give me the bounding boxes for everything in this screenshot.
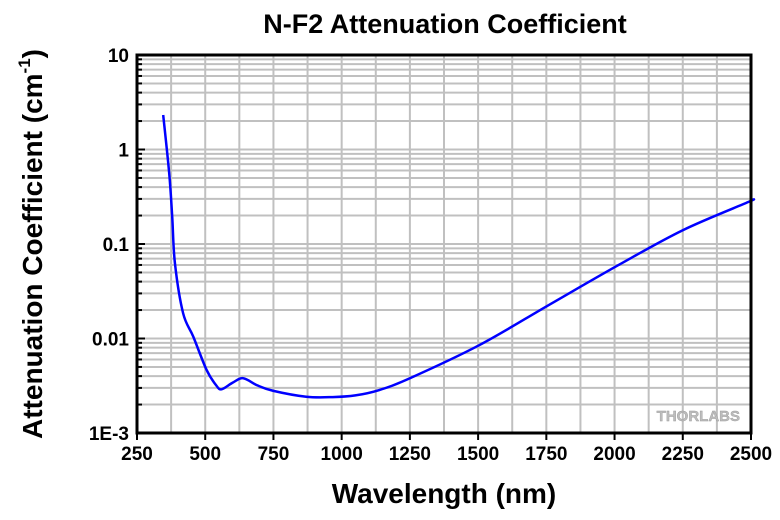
x-tick-label: 750 (258, 444, 290, 465)
x-tick-label: 1000 (321, 444, 363, 465)
y-axis-label-sup: -1 (15, 58, 34, 73)
chart-title: N-F2 Attenuation Coefficient (263, 9, 627, 39)
x-tick-label: 1250 (389, 444, 431, 465)
y-axis-label: Attenuation Coefficient (cm-1) (15, 49, 48, 439)
x-tick-label: 2500 (730, 444, 772, 465)
y-tick-label: 10 (108, 46, 129, 67)
x-axis-label: Wavelength (nm) (332, 478, 557, 509)
x-tick-label: 2250 (662, 444, 704, 465)
x-tick-label: 1500 (457, 444, 499, 465)
x-tick-label: 250 (121, 444, 153, 465)
y-tick-label: 0.1 (103, 235, 130, 256)
y-axis: 10 1 0.1 0.01 1E-3 (89, 46, 145, 445)
y-tick-label: 1 (118, 141, 129, 162)
svg-text:THORLABS: THORLABS (657, 408, 740, 425)
grid (137, 55, 751, 433)
watermark-logo: THORLABS (656, 408, 740, 425)
x-tick-label: 1750 (525, 444, 567, 465)
x-tick-label: 2000 (593, 444, 635, 465)
y-axis-label-main: Attenuation Coefficient (cm (17, 73, 48, 439)
x-axis: 250 500 750 1000 1250 1500 1750 2000 2250 2500 (121, 433, 772, 465)
series-line-n-f2 (161, 114, 756, 399)
y-tick-label: 1E-3 (89, 424, 129, 445)
x-tick-label: 500 (189, 444, 221, 465)
y-tick-label: 0.01 (92, 330, 129, 351)
y-axis-label-close: ) (17, 49, 48, 58)
